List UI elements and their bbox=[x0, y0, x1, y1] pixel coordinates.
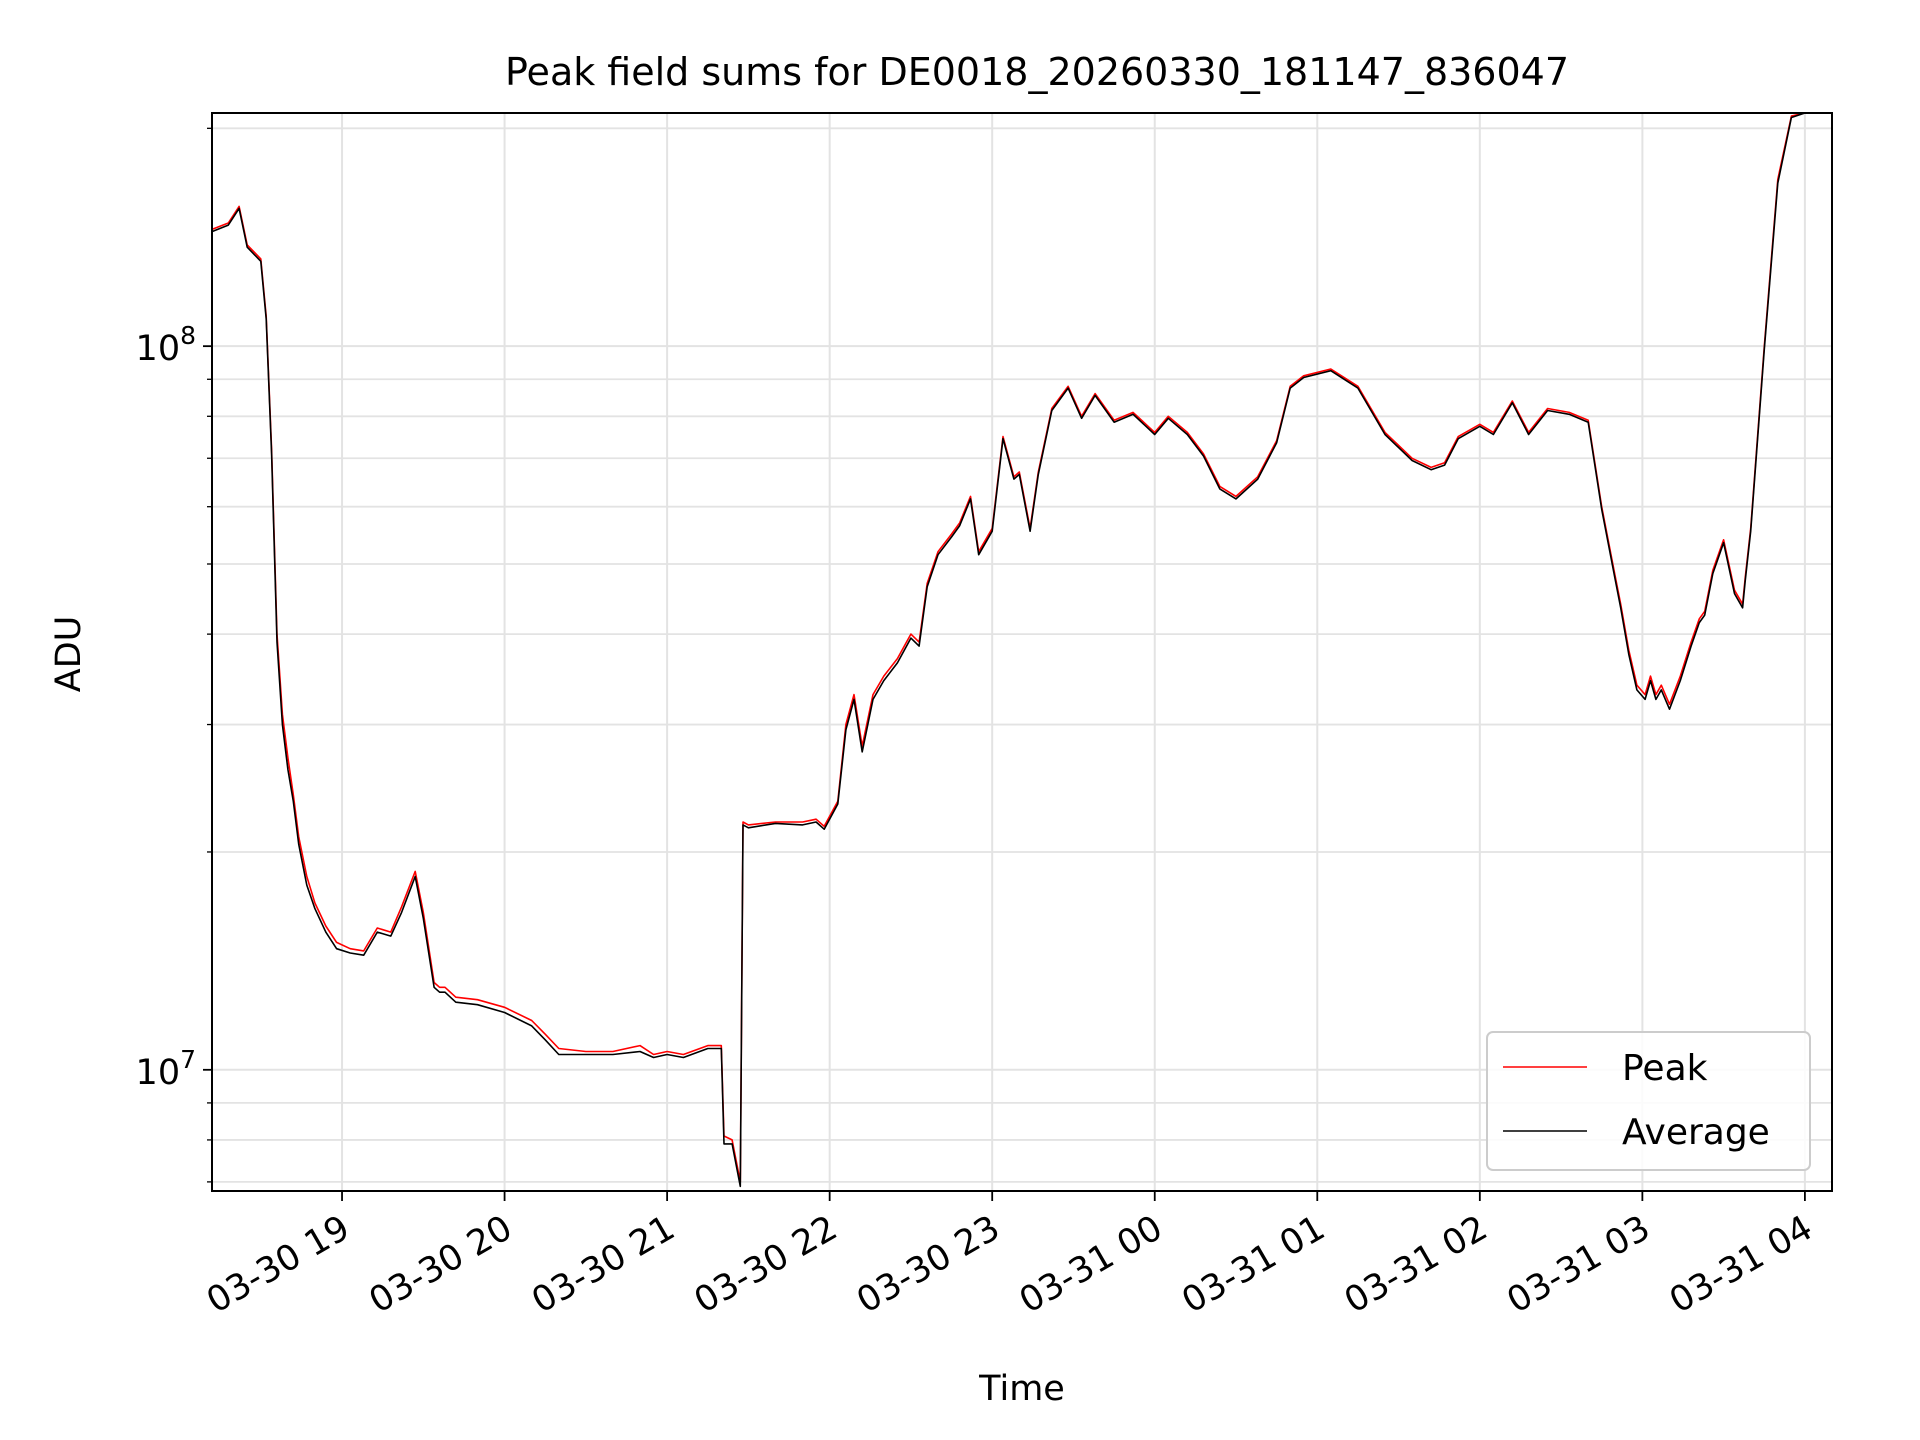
series-layer bbox=[212, 113, 1832, 1188]
legend-peak-label: Peak bbox=[1622, 1048, 1708, 1089]
plot-area-frame bbox=[211, 112, 1833, 1192]
y-tick-label: 107 bbox=[136, 1045, 196, 1093]
chart-title: Peak field sums for DE0018_20260330_1811… bbox=[505, 50, 1569, 94]
y-tick-label: 108 bbox=[136, 321, 196, 369]
legend-average-label: Average bbox=[1622, 1112, 1770, 1153]
legend: Peak Average bbox=[1486, 1031, 1811, 1171]
y-axis-label: ADU bbox=[49, 616, 89, 693]
series-line-average bbox=[212, 113, 1832, 1188]
x-axis-label: Time bbox=[978, 1369, 1065, 1409]
y-axis: 107 108 bbox=[136, 127, 212, 1183]
grid bbox=[212, 113, 1832, 1191]
